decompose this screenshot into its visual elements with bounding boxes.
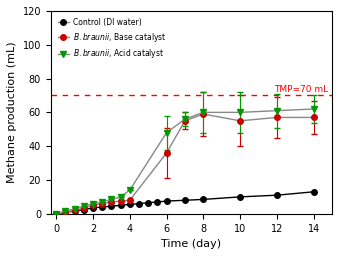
Control (DI water) <box>137 202 141 205</box>
Control (DI water) <box>312 190 316 193</box>
Control (DI water) <box>63 210 67 214</box>
Control (DI water) <box>109 205 114 208</box>
Control (DI water) <box>100 206 104 209</box>
Text: TMP=70 mL: TMP=70 mL <box>274 85 328 94</box>
Control (DI water) <box>275 194 279 197</box>
Control (DI water) <box>128 203 132 206</box>
Control (DI water) <box>164 200 168 203</box>
Control (DI water) <box>155 200 159 204</box>
Control (DI water) <box>119 204 123 207</box>
Legend: Control (DI water), $B. braunii$, Base catalyst, $B. braunii$, Acid catalyst: Control (DI water), $B. braunii$, Base c… <box>55 15 170 63</box>
Y-axis label: Methane production (mL): Methane production (mL) <box>7 41 17 183</box>
Control (DI water) <box>73 210 77 213</box>
Control (DI water) <box>183 199 187 202</box>
Control (DI water) <box>238 195 242 198</box>
X-axis label: Time (day): Time (day) <box>161 239 221 249</box>
Control (DI water) <box>82 208 86 211</box>
Control (DI water) <box>146 201 150 204</box>
Line: Control (DI water): Control (DI water) <box>54 189 316 217</box>
Control (DI water) <box>91 206 95 209</box>
Control (DI water) <box>201 198 205 201</box>
Control (DI water) <box>54 212 58 215</box>
